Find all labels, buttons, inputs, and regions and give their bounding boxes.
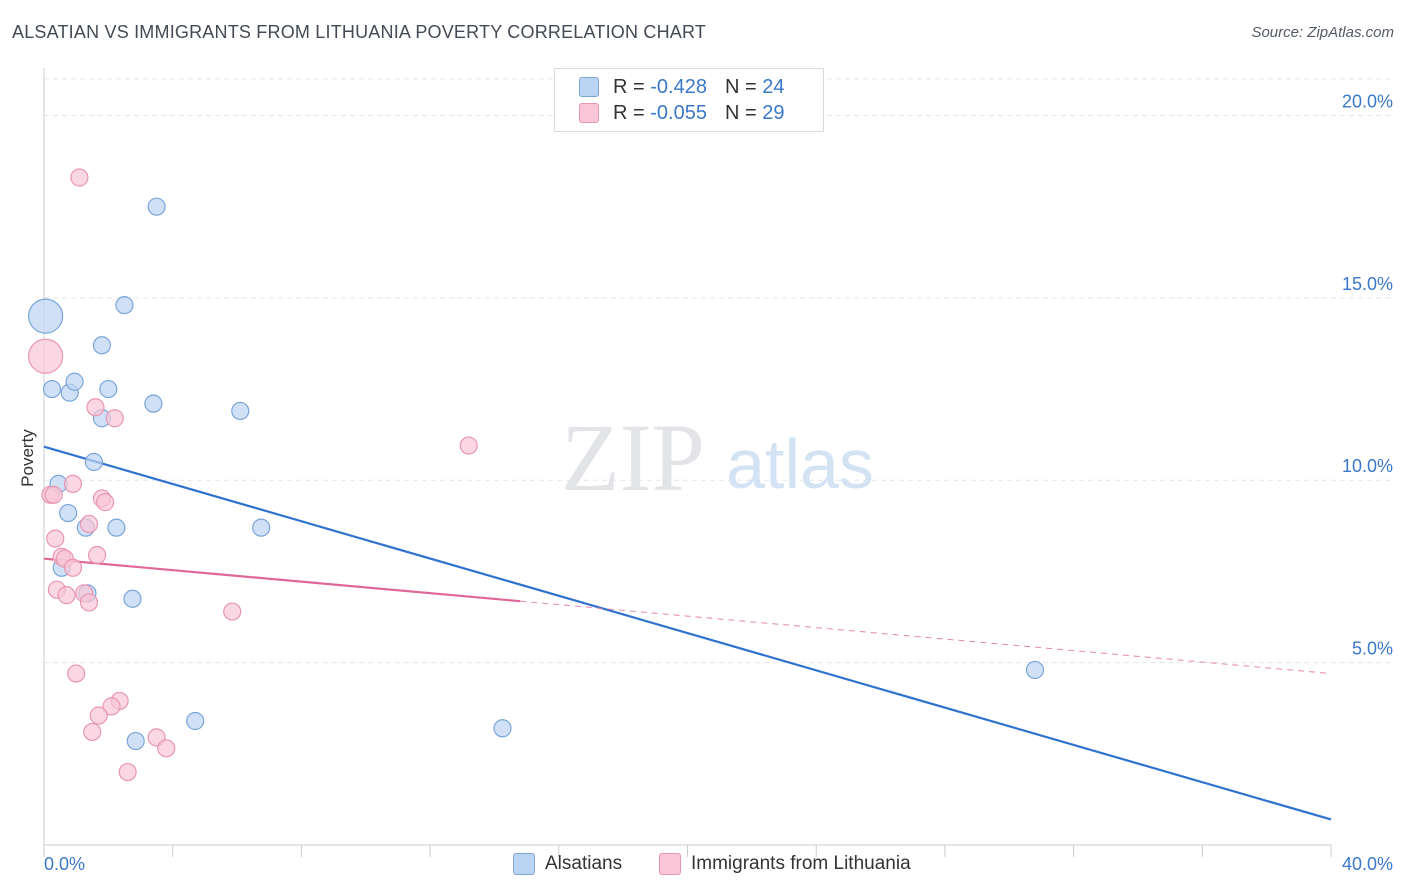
blue-swatch-icon bbox=[579, 77, 599, 97]
data-point-pink bbox=[70, 168, 89, 187]
data-point-pink bbox=[28, 338, 64, 374]
data-point-pink bbox=[46, 529, 65, 548]
watermark: ZIP atlas bbox=[561, 404, 874, 511]
data-point-blue bbox=[92, 336, 112, 355]
stats-legend-row-lithuania: R = -0.055 N = 29 bbox=[579, 101, 784, 125]
data-point-pink bbox=[87, 545, 107, 565]
r-label: R = bbox=[613, 101, 645, 124]
data-point-pink bbox=[459, 436, 478, 455]
data-point-pink bbox=[63, 474, 83, 493]
y-tick-label: 15.0% bbox=[1342, 274, 1393, 294]
data-point-pink bbox=[57, 586, 76, 605]
r-value: -0.428 bbox=[650, 75, 707, 98]
watermark-zip: ZIP bbox=[561, 404, 705, 511]
data-point-pink bbox=[105, 409, 124, 428]
y-axis-label: Poverty bbox=[18, 429, 37, 487]
trend-line-extension-pink bbox=[520, 600, 1332, 675]
x-tick-label-max: 40.0% bbox=[1342, 854, 1393, 874]
trend-layer bbox=[43, 445, 1332, 821]
points-layer bbox=[28, 168, 1045, 782]
data-point-blue bbox=[84, 452, 103, 472]
stats-legend-row-alsatians: R = -0.428 N = 24 bbox=[579, 75, 784, 99]
data-point-pink bbox=[79, 514, 99, 534]
data-point-blue bbox=[99, 379, 118, 399]
data-point-blue bbox=[126, 731, 145, 751]
axis-layer: 5.0% 10.0% 15.0% 20.0% bbox=[43, 68, 1393, 857]
legend-label: Alsatians bbox=[545, 853, 623, 874]
data-point-pink bbox=[89, 706, 108, 725]
n-label: N = bbox=[724, 75, 757, 98]
data-point-blue bbox=[65, 372, 84, 391]
data-point-blue bbox=[107, 518, 126, 537]
y-tick-label: 10.0% bbox=[1342, 456, 1393, 476]
legend-item-alsatians: Alsatians bbox=[513, 852, 622, 876]
r-label: R = bbox=[613, 75, 645, 98]
n-label: N = bbox=[724, 101, 757, 124]
grid-layer bbox=[44, 78, 1393, 664]
data-point-pink bbox=[67, 664, 86, 683]
legend-item-lithuania: Immigrants from Lithuania bbox=[659, 852, 911, 876]
pink-swatch-icon bbox=[659, 853, 681, 875]
stats-legend: R = -0.428 N = 24 R = -0.055 N = 29 bbox=[554, 68, 824, 132]
x-tick-label-min: 0.0% bbox=[44, 854, 85, 874]
data-point-blue bbox=[59, 503, 78, 523]
data-point-blue bbox=[115, 296, 134, 315]
chart-title: ALSATIAN VS IMMIGRANTS FROM LITHUANIA PO… bbox=[12, 22, 707, 42]
watermark-atlas: atlas bbox=[726, 425, 874, 503]
r-value: -0.055 bbox=[650, 101, 707, 124]
data-point-blue bbox=[252, 518, 271, 537]
data-point-pink bbox=[223, 602, 242, 621]
data-point-pink bbox=[83, 722, 102, 742]
data-point-pink bbox=[63, 558, 83, 577]
data-point-blue bbox=[1025, 660, 1045, 680]
data-point-pink bbox=[96, 493, 115, 512]
data-point-pink bbox=[44, 485, 63, 504]
trend-line-pink bbox=[43, 557, 521, 603]
blue-swatch-icon bbox=[513, 853, 535, 875]
data-point-blue bbox=[147, 197, 166, 216]
data-point-blue bbox=[493, 719, 512, 738]
data-point-pink bbox=[86, 398, 105, 417]
data-point-blue bbox=[144, 394, 163, 413]
data-point-pink bbox=[79, 593, 99, 612]
source-label: Source: ZipAtlas.com bbox=[1251, 24, 1394, 41]
n-value: 24 bbox=[762, 75, 785, 98]
pink-swatch-icon bbox=[579, 103, 599, 123]
trend-line-blue bbox=[43, 445, 1332, 821]
data-point-blue bbox=[186, 711, 205, 731]
y-tick-label: 20.0% bbox=[1342, 91, 1393, 111]
y-tick-label: 5.0% bbox=[1352, 639, 1393, 659]
data-point-blue bbox=[28, 298, 64, 334]
data-point-pink bbox=[118, 762, 137, 782]
data-point-blue bbox=[123, 589, 142, 608]
data-point-blue bbox=[42, 379, 62, 399]
data-point-pink bbox=[102, 697, 121, 716]
legend-label: Immigrants from Lithuania bbox=[691, 853, 911, 874]
n-value: 29 bbox=[762, 101, 785, 124]
data-point-pink bbox=[157, 739, 176, 758]
data-point-blue bbox=[231, 401, 250, 421]
